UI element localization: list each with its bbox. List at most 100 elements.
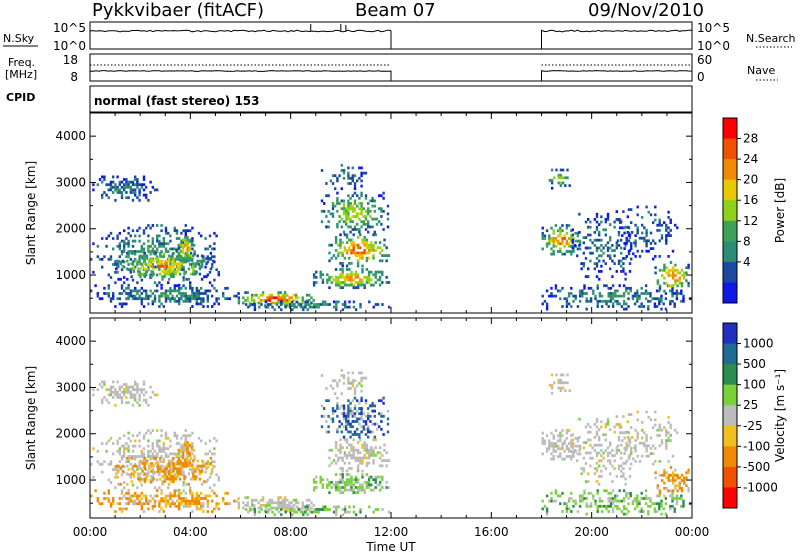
power-echo-region [92,175,159,202]
power-colorbar-label: 24 [743,152,758,166]
velocity-colorbar-swatch [723,405,737,427]
xtick-label: 12:00 [374,525,409,539]
xtick-label: 04:00 [173,525,208,539]
power-echo-region [320,191,390,234]
power-ylabel: Slant Range [km] [24,161,38,265]
power-colorbar-label: 12 [743,214,758,228]
power-echo-region [312,268,391,290]
power-echo-region [320,163,368,191]
date-title: 09/Nov/2010 [588,0,704,21]
nave-label: Nave [747,64,775,77]
velocity-echo-region [616,410,679,466]
station-title: Pykkvibaer (fitACF) [92,0,265,21]
power-colorbar-swatch [723,282,737,304]
power-colorbar-label: 28 [743,132,758,146]
nsky-trace [89,29,693,49]
power-colorbar-swatch [723,118,737,140]
velocity-panel-frame [89,317,693,519]
power-colorbar-label: 8 [743,234,751,248]
velocity-echo-region [90,489,240,513]
cpid-value: normal (fast stereo) 153 [94,94,260,108]
velocity-ylabel: Slant Range [km] [24,366,38,470]
freq-tick-high: 18 [63,53,78,67]
power-ytick-label: 2000 [55,222,86,236]
power-ytick-label: 1000 [55,268,86,282]
velocity-echo-region [541,429,582,461]
power-colorbar-frame [722,117,738,304]
velocity-ytick-label: 4000 [55,334,86,348]
velocity-colorbar-swatch [723,446,737,468]
velocity-echo-region [320,396,390,439]
freq-tick-low: 8 [70,70,78,84]
power-colorbar-swatch [723,138,737,160]
power-ytick-label: 3000 [55,175,86,189]
velocity-colorbar-title: Velocity [m s⁻¹] [773,369,787,462]
xtick-label: 16:00 [474,525,509,539]
nsearch-label: N.Search [746,32,796,45]
velocity-colorbar-label: -500 [743,460,770,474]
velocity-echo-region [571,415,636,486]
nsky-label: N.Sky [3,32,35,45]
beam-title: Beam 07 [355,0,436,21]
velocity-colorbar-swatch [723,425,737,447]
velocity-echo-region [90,429,220,492]
power-colorbar-title: Power [dB] [773,178,787,243]
power-echo-region [616,205,679,261]
nave-tick-low: 0 [697,70,705,84]
power-echo-region [328,233,391,268]
velocity-ytick-label: 3000 [55,380,86,394]
xtick-label: 00:00 [73,525,108,539]
velocity-colorbar-swatch [723,364,737,386]
power-colorbar-swatch [723,241,737,263]
velocity-echo-region [115,456,215,486]
xaxis-label: Time UT [365,540,416,554]
power-colorbar-swatch [723,159,737,181]
velocity-ytick-label: 2000 [55,427,86,441]
freq-label: Freq. [8,56,35,69]
velocity-colorbar-label: -1000 [743,480,778,494]
power-echo-region [548,168,571,190]
velocity-echo-region [92,380,159,407]
power-colorbar-swatch [723,200,737,222]
velocity-colorbar-label: -100 [743,439,770,453]
power-echo-region [654,261,690,293]
freq-trace [89,70,693,81]
velocity-colorbar-swatch [723,323,737,345]
velocity-colorbar-swatch [723,343,737,365]
nsearch-tick-low: 10^0 [697,39,730,53]
velocity-colorbar-swatch [723,466,737,488]
xtick-label: 20:00 [574,525,609,539]
nave-tick-high: 60 [697,53,712,67]
velocity-colorbar-label: 100 [743,378,766,392]
velocity-colorbar-label: 1000 [743,337,774,351]
xtick-label: 00:00 [675,525,710,539]
xtick-label: 08:00 [273,525,308,539]
velocity-echo-region [175,441,196,468]
power-colorbar-swatch [723,179,737,201]
cpid-label: CPID [6,91,35,104]
power-colorbar-label: 4 [743,255,751,269]
velocity-colorbar-frame [722,322,738,509]
freq-unit-label: [MHz] [5,68,37,81]
power-echo-region [244,300,391,312]
velocity-echo-region [328,438,391,473]
power-echo-region [571,210,636,281]
power-colorbar-swatch [723,220,737,242]
velocity-colorbar-label: 25 [743,398,758,412]
velocity-echo-region [244,505,391,517]
velocity-echo-region [320,368,368,396]
power-echo-region [90,284,240,308]
velocity-ytick-label: 1000 [55,473,86,487]
power-colorbar-swatch [723,261,737,283]
velocity-colorbar-label: 500 [743,357,766,371]
power-echo-region [175,236,196,263]
velocity-echo-region [654,466,690,498]
nsky-tick-low: 10^0 [53,39,86,53]
power-colorbar-label: 16 [743,193,758,207]
power-echo-region [541,224,582,256]
velocity-colorbar-swatch [723,384,737,406]
velocity-colorbar-label: -25 [743,419,763,433]
velocity-echo-region [312,473,391,495]
power-colorbar-label: 20 [743,173,758,187]
